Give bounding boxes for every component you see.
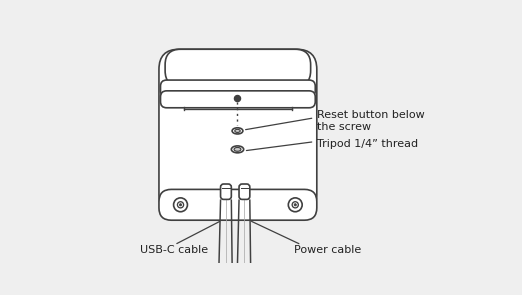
Ellipse shape (231, 146, 244, 153)
FancyBboxPatch shape (221, 184, 231, 199)
Text: USB-C cable: USB-C cable (140, 245, 208, 255)
FancyBboxPatch shape (159, 189, 317, 220)
Ellipse shape (235, 129, 240, 132)
Circle shape (234, 96, 241, 101)
Circle shape (288, 198, 302, 212)
Circle shape (292, 202, 299, 208)
Text: Power cable: Power cable (294, 245, 361, 255)
FancyBboxPatch shape (160, 91, 315, 108)
Ellipse shape (232, 128, 243, 134)
FancyBboxPatch shape (160, 80, 315, 97)
Circle shape (294, 204, 296, 206)
FancyBboxPatch shape (165, 49, 311, 86)
Circle shape (180, 204, 182, 206)
Ellipse shape (234, 148, 241, 151)
Circle shape (174, 198, 187, 212)
Text: Reset button below
the screw: Reset button below the screw (317, 110, 424, 132)
Text: Tripod 1/4” thread: Tripod 1/4” thread (317, 139, 418, 149)
FancyBboxPatch shape (239, 184, 250, 199)
FancyBboxPatch shape (159, 49, 317, 215)
Circle shape (177, 202, 184, 208)
